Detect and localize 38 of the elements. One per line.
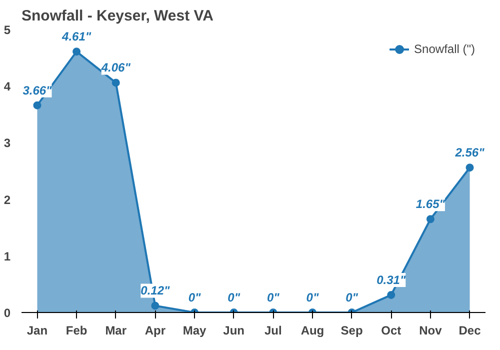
point	[387, 290, 396, 299]
point	[112, 78, 120, 87]
data-label: 0"	[188, 290, 202, 304]
y-tick-label: 3	[4, 136, 11, 150]
data-label: 2.56"	[454, 146, 485, 160]
data-label: 4.61"	[61, 30, 92, 44]
data-label: 3.66"	[22, 83, 52, 98]
y-tick-label: 5	[4, 23, 11, 37]
x-tick-label: Aug	[300, 324, 324, 338]
y-tick-label: 1	[4, 249, 11, 264]
data-label: 0"	[228, 290, 240, 304]
x-tick-label: Oct	[381, 324, 402, 338]
y-tick-label: 2	[4, 192, 11, 207]
point	[33, 101, 42, 110]
x-tick-label: Jul	[264, 324, 282, 338]
data-label: 1.65"	[416, 197, 446, 212]
x-tick-label: Jun	[223, 324, 245, 338]
x-tick-label: Dec	[458, 324, 482, 338]
x-tick-label: Nov	[419, 324, 442, 338]
data-label: 0.12"	[140, 284, 170, 298]
data-label: 4.06"	[100, 60, 131, 75]
y-tick-label: 0	[4, 306, 11, 320]
point	[466, 164, 474, 172]
data-label: 0.31"	[376, 272, 406, 287]
x-tick-label: Sep	[340, 324, 363, 338]
x-tick-label: Mar	[105, 324, 127, 338]
data-label: 0"	[346, 290, 358, 304]
chart-title: Snowfall - Keyser, West VA	[22, 8, 214, 24]
point	[72, 48, 81, 56]
data-label: 0"	[266, 290, 280, 304]
y-tick-label: 4	[4, 80, 11, 94]
x-tick-label: Apr	[144, 324, 166, 338]
x-tick-label: Jan	[26, 324, 48, 338]
x-tick-label: Feb	[66, 324, 88, 338]
data-label: 0"	[306, 290, 319, 304]
x-tick-label: May	[182, 324, 207, 338]
legend-label: Snowfall (")	[414, 42, 475, 56]
point	[426, 215, 434, 224]
